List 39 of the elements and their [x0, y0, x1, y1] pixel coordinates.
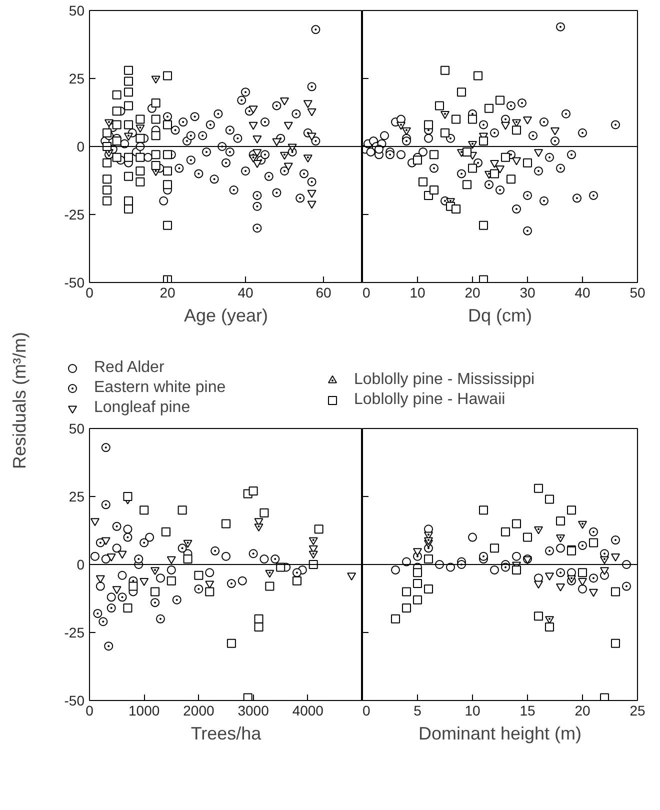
x-tick-label: 30 — [520, 284, 536, 300]
x-tick-label: 0 — [362, 284, 370, 300]
x-tick-label: 50 — [630, 284, 646, 300]
y-tick-label: -25 — [64, 624, 85, 640]
x-axis-title: Dominant height (m) — [418, 724, 582, 744]
x-tick-label: 15 — [520, 702, 536, 718]
x-tick-label: 20 — [574, 702, 590, 718]
y-tick-label: -50 — [64, 274, 85, 290]
x-tick-label: 2000 — [183, 702, 214, 718]
y-tick-label: 50 — [68, 420, 85, 436]
x-tick-label: 20 — [160, 284, 176, 300]
y-tick-label: 25 — [68, 70, 85, 86]
y-tick-label: -25 — [64, 206, 85, 222]
x-axis-title: Trees/ha — [190, 724, 262, 744]
x-axis-title: Age (year) — [184, 306, 268, 326]
x-axis-title: Dq (cm) — [468, 306, 532, 326]
legend-label: Longleaf pine — [94, 399, 190, 417]
legend-label: Eastern white pine — [94, 379, 226, 397]
y-tick-label: 25 — [68, 488, 85, 504]
x-tick-label: 0 — [362, 702, 370, 718]
x-tick-label: 10 — [464, 702, 480, 718]
legend-label: Loblolly pine - Mississippi — [354, 371, 535, 389]
x-tick-label: 25 — [630, 702, 646, 718]
legend-label: Red Alder — [94, 359, 164, 377]
y-tick-label: 0 — [76, 556, 85, 572]
x-tick-label: 1000 — [128, 702, 160, 718]
y-axis-title: Residuals (m³/m) — [10, 332, 30, 470]
x-tick-label: 10 — [410, 284, 426, 300]
x-tick-label: 4000 — [292, 702, 324, 718]
legend-label: Loblolly pine - Hawaii — [354, 391, 506, 409]
y-tick-label: 50 — [68, 2, 85, 18]
x-tick-label: 60 — [316, 284, 332, 300]
x-tick-label: 20 — [464, 284, 480, 300]
x-tick-label: 40 — [238, 284, 254, 300]
y-tick-label: -50 — [64, 692, 85, 708]
y-tick-label: 0 — [76, 138, 85, 154]
x-tick-label: 3000 — [238, 702, 270, 718]
x-tick-label: 40 — [574, 284, 590, 300]
x-tick-label: 5 — [414, 702, 422, 718]
